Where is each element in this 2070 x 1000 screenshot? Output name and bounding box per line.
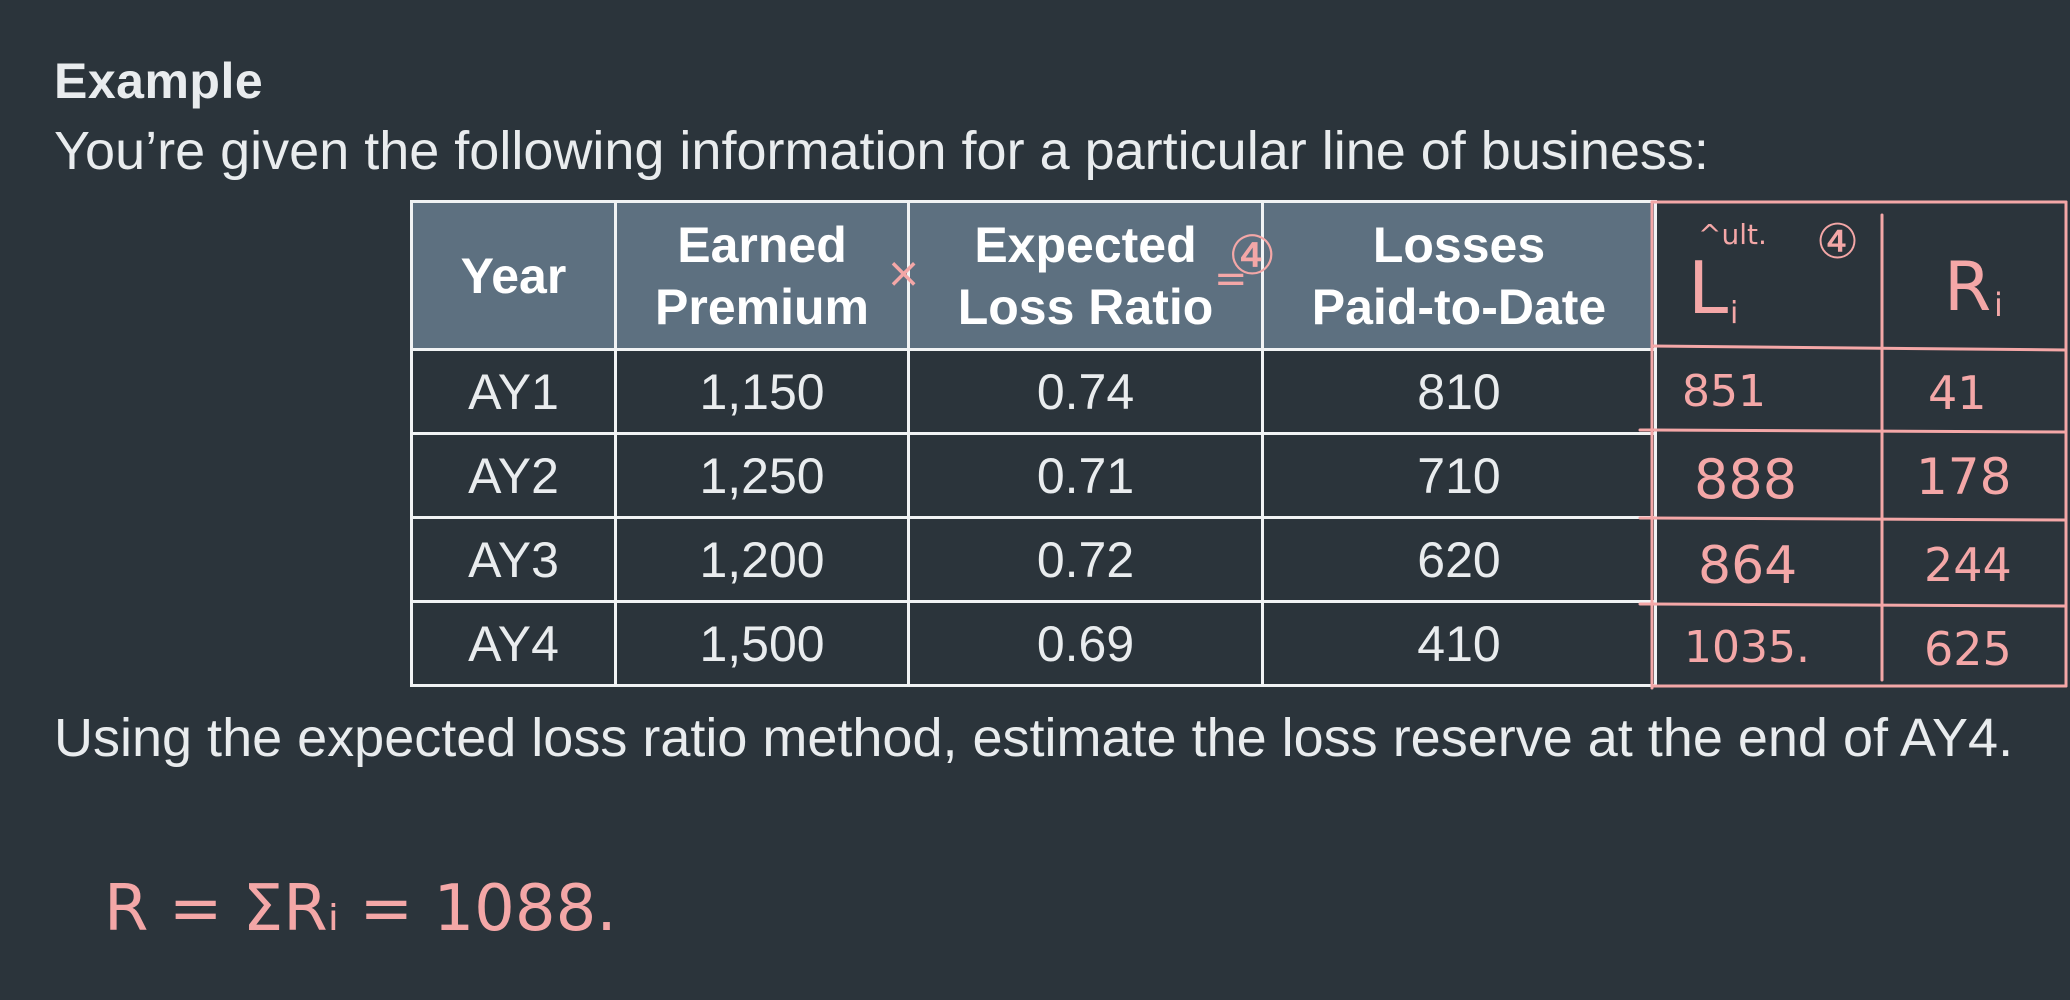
cell-losses-paid: 410: [1261, 600, 1657, 687]
loss-data-table: Year Earned Premium Expected Loss Ratio …: [410, 200, 1657, 687]
intro-text: You’re given the following information f…: [54, 121, 1709, 181]
header-losses-paid-line1: Losses: [1372, 216, 1546, 273]
header-earned-premium-line2: Premium: [655, 278, 869, 335]
example-heading: Example: [54, 53, 264, 109]
ultimate-loss-superscript: ^ult.: [1698, 218, 1767, 251]
multiply-mark: ×: [886, 248, 922, 297]
ultimate-loss-subscript: i: [1730, 296, 1739, 331]
table-row: AY4 1,500 0.69 410: [410, 600, 1657, 687]
cell-expected-loss-ratio: 0.69: [907, 600, 1264, 687]
cell-earned-premium: 1,500: [614, 600, 910, 687]
cell-year: AY1: [410, 348, 617, 435]
header-earned-premium-line1: Earned: [677, 216, 847, 273]
reserve-header: R: [1944, 248, 1992, 327]
table-row: AY2 1,250 0.71 710: [410, 432, 1657, 519]
reserve-subscript: i: [1994, 286, 2003, 324]
question-text: Using the expected loss ratio method, es…: [54, 708, 2014, 768]
reserve-value-ay2: 178: [1916, 448, 2012, 506]
header-earned-premium: Earned Premium: [614, 200, 910, 351]
ultimate-value-ay1: 851: [1682, 366, 1766, 417]
circled-four-mark: ④: [1228, 224, 1277, 287]
table-header-row: Year Earned Premium Expected Loss Ratio …: [410, 200, 1657, 351]
cell-year: AY4: [410, 600, 617, 687]
ultimate-value-ay2: 888: [1694, 448, 1798, 511]
cell-year: AY2: [410, 432, 617, 519]
total-reserve-equation: R = ΣRᵢ = 1088.: [104, 872, 617, 946]
cell-earned-premium: 1,250: [614, 432, 910, 519]
cell-losses-paid: 710: [1261, 432, 1657, 519]
table-row: AY1 1,150 0.74 810: [410, 348, 1657, 435]
reserve-value-ay4: 625: [1924, 622, 2012, 676]
cell-expected-loss-ratio: 0.74: [907, 348, 1264, 435]
cell-earned-premium: 1,200: [614, 516, 910, 603]
ultimate-value-ay4: 1035.: [1684, 622, 1810, 673]
cell-year: AY3: [410, 516, 617, 603]
header-losses-paid: Losses Paid-to-Date: [1261, 200, 1657, 351]
ultimate-value-ay3: 864: [1698, 536, 1798, 596]
ultimate-circled-mark: ④: [1816, 214, 1860, 270]
ink-grid-line: [1638, 428, 2068, 434]
table-row: AY3 1,200 0.72 620: [410, 516, 1657, 603]
cell-earned-premium: 1,150: [614, 348, 910, 435]
cell-expected-loss-ratio: 0.71: [907, 432, 1264, 519]
ink-grid-line: [1650, 344, 2068, 352]
ink-grid-line: [1638, 516, 2068, 522]
cell-losses-paid: 620: [1261, 516, 1657, 603]
ink-grid-line: [1638, 602, 2068, 608]
header-losses-paid-line2: Paid-to-Date: [1311, 278, 1607, 335]
cell-losses-paid: 810: [1261, 348, 1657, 435]
header-expected-loss-ratio-line2: Loss Ratio: [957, 278, 1214, 335]
cell-expected-loss-ratio: 0.72: [907, 516, 1264, 603]
header-expected-loss-ratio: Expected Loss Ratio: [907, 200, 1264, 351]
header-expected-loss-ratio-line1: Expected: [974, 216, 1197, 273]
ultimate-loss-header: L: [1688, 246, 1729, 330]
reserve-value-ay3: 244: [1924, 538, 2012, 592]
header-year-line1: Year: [460, 247, 567, 304]
header-year: Year: [410, 200, 617, 351]
equals-mark: =: [1214, 256, 1248, 302]
reserve-value-ay1: 41: [1928, 366, 1987, 420]
